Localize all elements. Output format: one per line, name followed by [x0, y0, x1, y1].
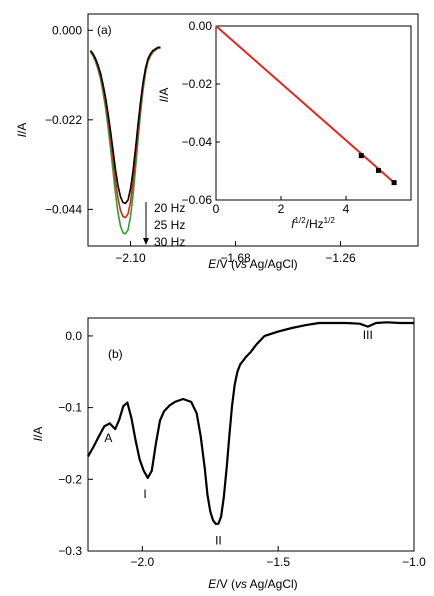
- panel-a-x-ticks: −2.10 −1.68 −1.26: [115, 241, 356, 265]
- x-title-rest: /V (: [216, 257, 235, 271]
- inset-y-tick-label: −0.02: [182, 77, 213, 91]
- x-title-vs: vs: [235, 257, 247, 271]
- b-x-tick-label: −1.0: [402, 555, 426, 569]
- b-y-tick-label: 0.0: [65, 329, 82, 343]
- y-tick-label: −0.044: [45, 202, 82, 216]
- peak-label: I: [143, 487, 146, 501]
- inset-x-title: f1/2/Hz1/2: [291, 216, 335, 231]
- b-x-tick-label: −2.0: [130, 555, 154, 569]
- inset-x-tick-label: 4: [343, 202, 350, 216]
- b-y-title-var: I: [31, 437, 45, 441]
- panel-b-y-title: I/A: [31, 427, 45, 442]
- inset-x-ticks: 0 2 4: [213, 196, 350, 216]
- y-title-rest: /A: [15, 123, 29, 134]
- b-y-tick-label: −0.2: [58, 472, 82, 486]
- b-y-title-rest: /A: [31, 427, 45, 438]
- peak-label: II: [215, 534, 222, 548]
- panel-b-curve: [87, 321, 414, 525]
- panel-a-curves: [89, 46, 161, 235]
- inset-y-title: I/A: [157, 88, 171, 103]
- x-tick-label: −1.68: [220, 251, 251, 265]
- series-20hz: [89, 46, 161, 205]
- inset-y-tick-label: 0.00: [189, 19, 213, 33]
- y-tick-label: 0.000: [52, 23, 82, 37]
- peak-label: III: [363, 328, 373, 342]
- inset-y-tick-label: −0.06: [182, 193, 213, 207]
- b-x-tick-label: −1.5: [266, 555, 290, 569]
- panel-b-x-title: E/V (vs Ag/AgCl): [208, 577, 297, 591]
- x-tick-label: −1.26: [325, 251, 356, 265]
- x-title-var: E: [208, 257, 217, 271]
- y-tick-label: −0.022: [45, 113, 82, 127]
- inset-x-tick-label: 2: [278, 202, 285, 216]
- legend-item-20hz: 20 Hz: [154, 201, 185, 215]
- inset-x-rest: /Hz: [306, 217, 324, 231]
- legend-arrow-head: [143, 238, 149, 245]
- panel-a-frame: [87, 13, 419, 247]
- legend-item-25hz: 25 Hz: [154, 218, 185, 232]
- panel-a: (a) −2.10 −1.68 −1.26 0.000−0.022−0.044 20…: [15, 13, 419, 271]
- inset-y-var: I: [157, 98, 171, 102]
- y-title-var: I: [15, 133, 29, 137]
- b-x-title-var: E: [208, 577, 217, 591]
- peak-label: A: [104, 431, 112, 445]
- x-title-ref: Ag/AgCl): [247, 257, 298, 271]
- b-x-title-vs: vs: [235, 577, 247, 591]
- panel-a-y-ticks: 0.000 −0.022 −0.044: [45, 23, 93, 216]
- panel-a-y-title: I/A: [15, 123, 29, 138]
- b-y-tick-label: −0.3: [58, 544, 82, 558]
- inset-fit-line: [215, 25, 395, 184]
- b-y-tick-label: −0.1: [58, 401, 82, 415]
- inset-x-sup2: 1/2: [324, 216, 336, 225]
- inset-data-point: [358, 153, 364, 159]
- inset-y-tick-label: −0.04: [182, 135, 213, 149]
- b-x-title-rest: /V (: [216, 577, 235, 591]
- panel-a-legend: 20 Hz 25 Hz 30 Hz: [143, 201, 185, 249]
- inset-data-point: [376, 167, 381, 173]
- panel-b-series: [87, 321, 414, 525]
- panel-a-x-title: E/V (vs Ag/AgCl): [208, 257, 297, 271]
- panel-b: (b) −2.0 −1.5 −1.0 0.0−0.1−0.2−0.3 AIIIIII…: [31, 317, 426, 591]
- x-tick-label: −2.10: [115, 251, 146, 265]
- panel-a-label: (a): [97, 23, 112, 37]
- legend-item-30hz: 30 Hz: [154, 235, 185, 249]
- inset-y-ticks: 0.00 −0.02 −0.04 −0.06: [182, 19, 220, 207]
- inset-y-rest: /A: [157, 88, 171, 99]
- panel-b-x-ticks: −2.0 −1.5 −1.0: [130, 546, 426, 569]
- inset-data: [215, 25, 397, 186]
- inset-x-var: f: [291, 217, 296, 231]
- inset-x-tick-label: 0: [213, 202, 220, 216]
- panel-b-frame: [87, 317, 415, 552]
- inset-x-sup1: 1/2: [295, 216, 307, 225]
- panel-b-label: (b): [108, 347, 123, 361]
- b-x-title-ref: Ag/AgCl): [247, 577, 298, 591]
- panel-b-y-ticks: 0.0 −0.1 −0.2 −0.3: [58, 329, 93, 558]
- inset-data-point: [391, 180, 397, 186]
